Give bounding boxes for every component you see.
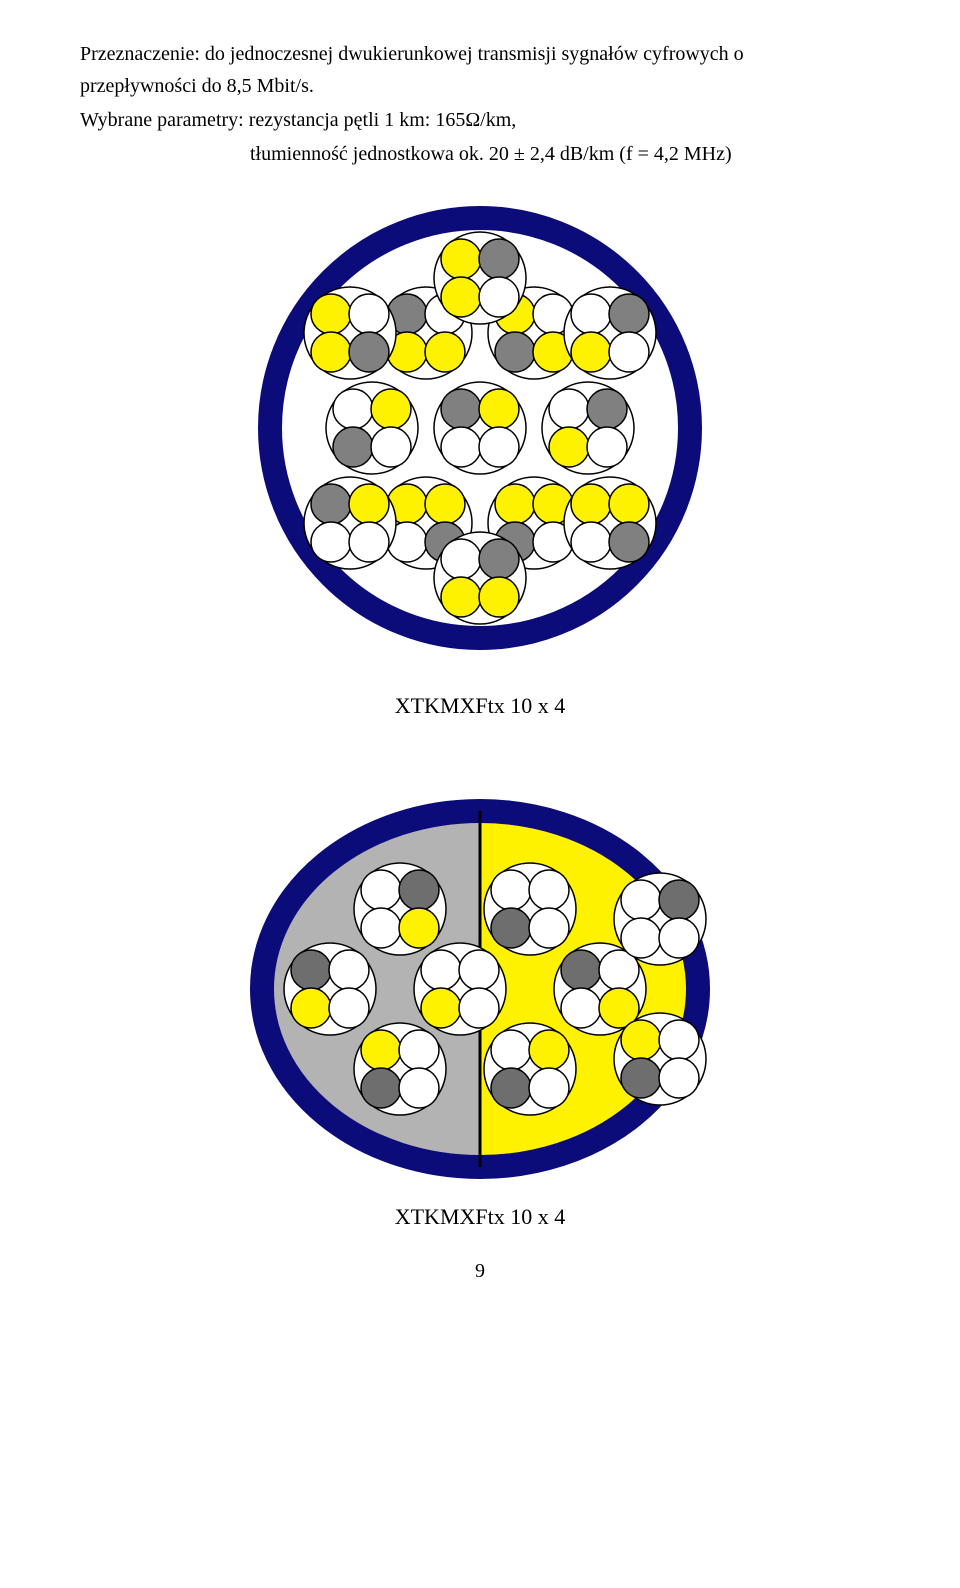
paragraph-line-1: Przeznaczenie: do jednoczesnej dwukierun… bbox=[80, 40, 880, 68]
page-number: 9 bbox=[80, 1260, 880, 1283]
caption-2: XTKMXFtx 10 x 4 bbox=[80, 1204, 880, 1230]
diagram-1-wrap: XTKMXFtx 10 x 4 bbox=[80, 178, 880, 719]
diagram-2-wrap: XTKMXFtx 10 x 4 bbox=[80, 789, 880, 1230]
paragraph-line-4: tłumienność jednostkowa ok. 20 ± 2,4 dB/… bbox=[80, 140, 880, 168]
paragraph-line-2: przepływności do 8,5 Mbit/s. bbox=[80, 72, 880, 100]
caption-1: XTKMXFtx 10 x 4 bbox=[80, 693, 880, 719]
cable-diagram-2 bbox=[200, 789, 760, 1189]
cable-diagram-1 bbox=[230, 178, 730, 678]
paragraph-line-3: Wybrane parametry: rezystancja pętli 1 k… bbox=[80, 106, 880, 134]
